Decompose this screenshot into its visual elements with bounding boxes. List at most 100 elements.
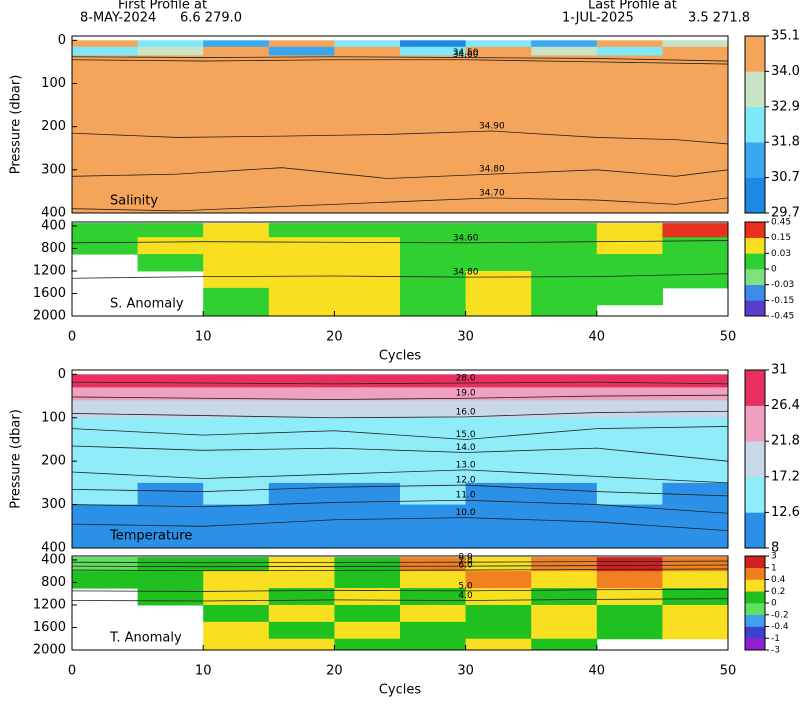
colorbar-segment [745,441,765,477]
colorbar-tick-label: 0.45 [771,218,791,228]
cell [72,47,138,56]
colorbar-tick-label: -0.15 [771,296,794,306]
colorbar-tick-label: 0.15 [771,233,791,243]
cell [597,271,663,288]
x-tick-label: 50 [720,664,737,679]
cell [531,418,597,440]
cell [466,571,532,588]
cell [531,639,597,651]
y-axis-title: Pressure (dbar) [9,75,24,175]
y-tick-label: 0 [58,367,66,382]
cell [269,47,335,56]
cell [138,571,204,588]
cell [597,47,663,56]
cell [531,62,597,214]
cell [531,254,597,271]
colorbar-tick-label: 32.94 [771,99,800,114]
cell [662,439,728,483]
cell [334,288,400,305]
cell [466,288,532,305]
colorbar-tick-label: 21.8 [771,434,800,449]
cell [138,62,204,214]
cell [400,605,466,622]
cell [269,483,335,505]
contour-label: 12.0 [456,476,476,486]
x-tick-label: 10 [195,664,212,679]
contour-label: 14.0 [456,443,476,453]
cell [334,605,400,622]
cell [334,374,400,388]
cell [72,557,138,572]
cell [334,271,400,288]
cell [138,47,204,56]
colorbar-segment [745,107,765,143]
colorbar-segment [745,285,765,301]
cell [203,288,269,305]
cell [662,622,728,639]
x-tick-label: 30 [457,330,474,345]
colorbar-segment [745,512,765,548]
contour-label: 19.0 [456,389,476,399]
cell [531,237,597,254]
colorbar-segment [745,269,765,285]
cell [334,254,400,271]
cell [72,387,138,401]
cell [597,374,663,388]
cell [662,418,728,440]
cell [662,271,728,288]
colorbar-segment [745,178,765,214]
cell [400,305,466,317]
cell [269,254,335,271]
cell [531,223,597,238]
colorbar-segment [745,238,765,254]
cell [597,571,663,588]
cell [531,374,597,388]
contour-label: 28.0 [456,374,476,384]
cell [72,374,138,388]
y-tick-label: 0 [58,33,66,48]
cell [334,526,400,548]
cell [203,483,269,505]
cell [466,622,532,639]
cell [662,505,728,527]
colorbar-tick-label: 30.78 [771,170,800,185]
cell [269,288,335,305]
colorbar-tick-label: 34.02 [771,64,800,79]
y-tick-label: 300 [41,497,66,512]
colorbar-tick-label: 17.2 [771,469,800,484]
colorbar-segment [745,591,765,603]
cell [138,557,204,572]
cell [203,47,269,56]
x-tick-label: 30 [457,664,474,679]
cell [597,237,663,254]
cell [597,526,663,548]
colorbar-segment [745,370,765,406]
cell [269,40,335,47]
y-tick-label: 200 [41,454,66,469]
cell [662,374,728,388]
colorbar-segment [745,406,765,442]
colorbar-tick-label: 1 [771,563,777,573]
cell [597,588,663,605]
cell [203,223,269,238]
cell [269,526,335,548]
cell [662,254,728,271]
cell [72,505,138,527]
y-tick-label: 100 [41,76,66,91]
cell [203,526,269,548]
contour-label: 4.0 [458,591,473,601]
cell [531,439,597,483]
cell [531,526,597,548]
colorbar-tick-label: 31 [771,363,788,378]
y-tick-label: 400 [41,218,66,233]
colorbar-segment [745,253,765,269]
cell [203,605,269,622]
colorbar-tick-label: -3 [771,646,780,656]
cell [662,55,728,62]
x-tick-label: 10 [195,330,212,345]
cell [72,40,138,47]
colorbar-tick-label: -1 [771,634,780,644]
cell [531,605,597,622]
colorbar-tick-label: -0.4 [771,622,789,632]
cell [334,571,400,588]
